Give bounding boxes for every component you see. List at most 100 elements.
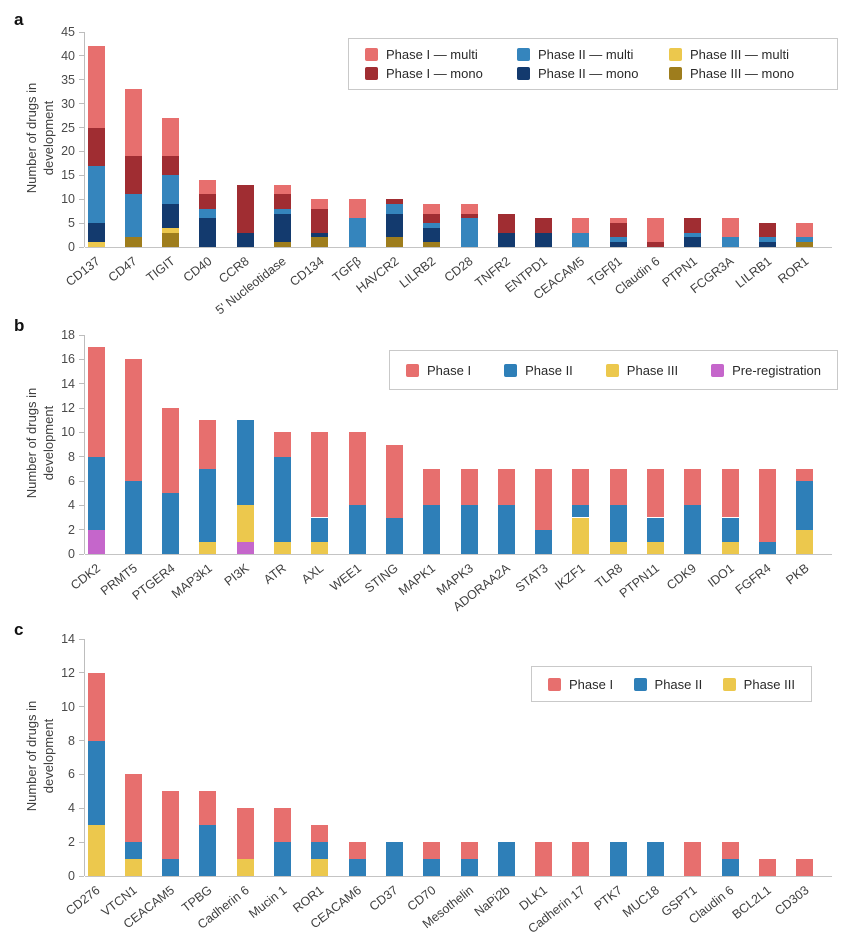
bar-segment bbox=[162, 408, 180, 494]
bar-segment bbox=[497, 213, 515, 233]
bar-segment bbox=[609, 468, 627, 506]
bar-segment bbox=[423, 227, 441, 243]
bar-segment bbox=[311, 541, 329, 554]
x-tick-label: NaPi2b bbox=[472, 883, 513, 920]
bar-segment bbox=[385, 204, 403, 214]
legend-item: Phase II bbox=[633, 677, 702, 692]
bar-segment bbox=[124, 859, 142, 876]
bar-segment bbox=[162, 232, 180, 247]
legend: Phase I Phase II Phase III bbox=[531, 666, 812, 702]
legend-item: Phase III — mono bbox=[669, 66, 821, 81]
y-tick-label: 4 bbox=[68, 801, 75, 816]
legend-label: Phase II bbox=[525, 362, 573, 378]
bar-segment bbox=[572, 468, 590, 506]
bar-segment bbox=[311, 432, 329, 518]
y-tick-mark bbox=[79, 407, 84, 409]
bar-segment bbox=[423, 842, 441, 860]
bar-segment bbox=[609, 223, 627, 238]
x-tick-label: BCL2L1 bbox=[729, 883, 775, 922]
bar-segment bbox=[385, 444, 403, 518]
bar-segment bbox=[124, 237, 142, 247]
bar-segment bbox=[721, 218, 739, 238]
bar-segment bbox=[684, 237, 702, 247]
legend-swatch bbox=[517, 48, 530, 62]
bar-segment bbox=[311, 842, 329, 860]
bar-segment bbox=[647, 242, 664, 247]
legend-label: Phase I — mono bbox=[386, 65, 483, 81]
y-tick-mark bbox=[79, 383, 84, 385]
y-tick-label: 5 bbox=[68, 216, 75, 231]
y-tick-mark bbox=[79, 706, 84, 708]
y-tick-label: 10 bbox=[61, 699, 75, 714]
bar-segment bbox=[162, 156, 180, 176]
bar-segment bbox=[124, 481, 142, 554]
bar-segment bbox=[572, 232, 590, 247]
bar-segment bbox=[87, 825, 105, 876]
bar-segment bbox=[796, 242, 814, 247]
y-tick-label: 40 bbox=[61, 48, 75, 63]
bar-segment bbox=[609, 505, 627, 542]
bar-segment bbox=[497, 842, 515, 876]
bar-segment bbox=[572, 218, 590, 233]
bar-segment bbox=[162, 493, 180, 554]
bar-segment bbox=[311, 237, 329, 247]
y-tick-label: 14 bbox=[61, 376, 75, 391]
bar-segment bbox=[348, 505, 366, 554]
bar-segment bbox=[721, 859, 739, 876]
y-tick-label: 4 bbox=[68, 498, 75, 513]
bar-segment bbox=[236, 541, 254, 554]
y-tick-mark bbox=[79, 456, 84, 458]
bar-segment bbox=[535, 218, 553, 233]
y-tick-mark bbox=[79, 480, 84, 482]
bar-segment bbox=[199, 468, 217, 542]
bar-segment bbox=[236, 505, 254, 542]
y-tick-mark bbox=[79, 504, 84, 506]
bar-segment bbox=[684, 468, 702, 506]
legend: Phase I Phase II Phase III Pre-registration bbox=[389, 350, 838, 390]
bar-segment bbox=[758, 223, 776, 238]
bar-segment bbox=[796, 529, 814, 554]
legend-swatch bbox=[365, 66, 378, 80]
bar-segment bbox=[647, 517, 664, 542]
legend: Phase I — multi Phase II — multi Phase III… bbox=[348, 38, 838, 90]
legend-label: Pre-registration bbox=[732, 362, 821, 378]
bar-segment bbox=[236, 232, 254, 247]
y-tick-label: 0 bbox=[68, 240, 75, 254]
bar-segment bbox=[647, 218, 664, 243]
legend-label: Phase I — multi bbox=[386, 47, 478, 63]
bar-segment bbox=[758, 859, 776, 876]
bar-segment bbox=[684, 218, 702, 233]
x-tick-label: CD37 bbox=[367, 883, 402, 914]
x-tick-label: CD276 bbox=[63, 883, 103, 918]
y-tick-mark bbox=[79, 431, 84, 433]
bar-segment bbox=[124, 89, 142, 157]
bar-segment bbox=[572, 842, 590, 876]
bar-segment bbox=[460, 859, 478, 876]
bar-segment bbox=[609, 242, 627, 247]
y-tick-label: 10 bbox=[61, 425, 75, 440]
bar-segment bbox=[274, 842, 291, 876]
bar-segment bbox=[460, 842, 478, 860]
bar-segment bbox=[162, 791, 180, 860]
legend-item: Phase II — multi bbox=[517, 47, 669, 62]
bar-segment bbox=[609, 218, 627, 224]
bar-segment bbox=[497, 468, 515, 506]
bar-segment bbox=[647, 468, 664, 518]
bar-segment bbox=[236, 808, 254, 860]
bar-segment bbox=[199, 541, 217, 554]
bar-segment bbox=[162, 227, 180, 233]
bar-segment bbox=[609, 237, 627, 243]
bar-segment bbox=[460, 505, 478, 554]
bar-segment bbox=[796, 468, 814, 481]
y-tick-mark bbox=[79, 638, 84, 640]
y-tick-label: 15 bbox=[61, 168, 75, 183]
legend-label: Phase I bbox=[427, 362, 472, 378]
bar-segment bbox=[758, 541, 776, 554]
y-tick-label: 12 bbox=[61, 665, 75, 680]
bar-segment bbox=[274, 242, 291, 247]
legend-swatch bbox=[711, 363, 725, 377]
legend-swatch bbox=[669, 48, 682, 62]
